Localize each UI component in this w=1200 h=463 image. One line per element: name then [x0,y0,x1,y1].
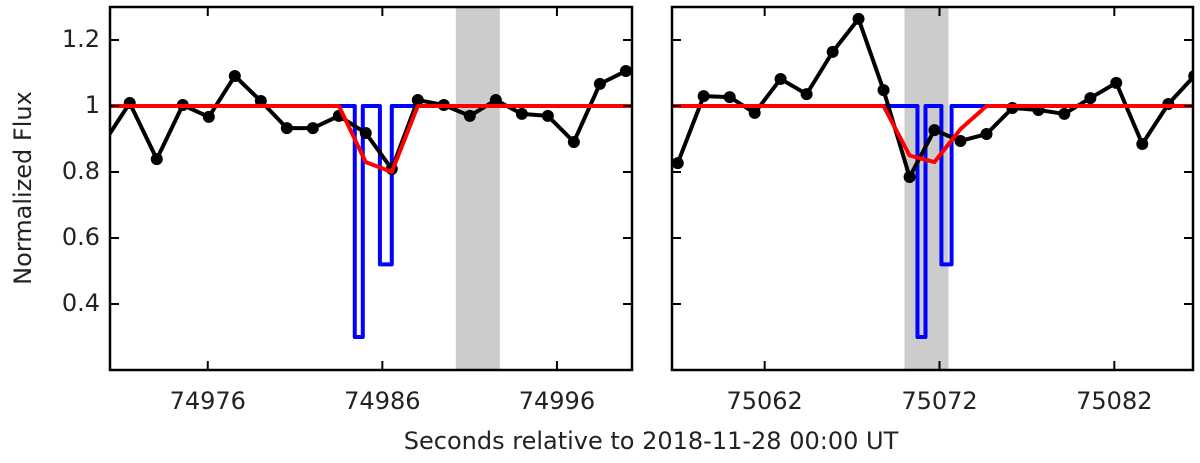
y-tick-label: 1.2 [62,25,100,53]
shaded-region [455,7,500,370]
data-point [228,69,241,82]
data-point [980,128,993,141]
y-tick-label: 1 [85,91,100,119]
data-point [541,109,554,122]
data-point [489,94,502,107]
x-tick-label: 75082 [1076,387,1152,415]
data-point [1136,137,1149,150]
series-line [672,104,1193,165]
data-point [567,135,580,148]
series-line [110,104,632,339]
y-axis-label: Normalized Flux [9,91,37,285]
y-tick-label: 0.8 [62,157,100,185]
data-point [1110,76,1123,89]
data-point [593,77,606,90]
data-point [98,137,110,149]
plot-area [98,7,632,370]
data-point [411,94,424,107]
data-point [748,106,761,119]
data-point [359,127,372,140]
data-point [1084,92,1097,105]
data-point [928,124,941,137]
y-tick-label: 0.4 [62,289,100,317]
axes-frame [670,5,1195,372]
data-point [515,107,528,120]
data-point [800,88,813,101]
data-point [306,122,319,135]
data-point [774,72,787,85]
data-point [826,45,839,58]
data-point [202,110,215,123]
x-tick-label: 75062 [726,387,802,415]
data-point [697,90,710,103]
data-point [723,91,736,104]
axes-frame [108,5,634,372]
plot-area [672,7,1193,370]
data-point [463,109,476,122]
y-tick-label: 0.6 [62,223,100,251]
data-point [852,12,865,25]
x-axis-label: Seconds relative to 2018-11-28 00:00 UT [404,427,899,455]
data-point [877,84,890,97]
data-point [619,65,632,78]
x-tick-label: 74986 [344,387,420,415]
data-point [150,153,163,166]
data-point [903,170,916,183]
data-point [672,157,684,170]
x-tick-label: 74976 [170,387,246,415]
data-point [954,134,967,147]
series-line [672,104,1193,339]
x-tick-label: 74996 [519,387,595,415]
x-tick-label: 75072 [901,387,977,415]
data-point [1058,107,1071,120]
data-point [280,122,293,135]
series-line [110,104,632,174]
